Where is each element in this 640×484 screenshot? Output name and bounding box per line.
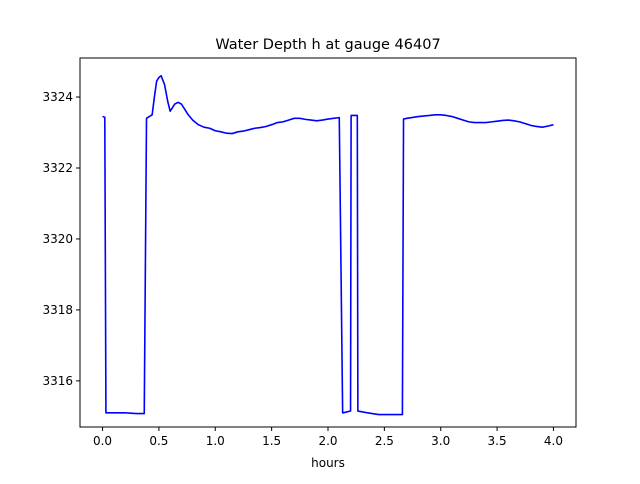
x-tick-label: 2.0 bbox=[318, 434, 337, 448]
x-tick-label: 3.0 bbox=[431, 434, 450, 448]
x-axis-label: hours bbox=[311, 456, 345, 470]
x-tick-label: 0.5 bbox=[149, 434, 168, 448]
x-tick-label: 2.5 bbox=[375, 434, 394, 448]
series-line-0 bbox=[102, 74, 554, 416]
chart-title: Water Depth h at gauge 46407 bbox=[215, 37, 440, 53]
x-tick-label: 4.0 bbox=[544, 434, 563, 448]
y-tick-label: 3320 bbox=[42, 232, 73, 246]
x-tick-label: 0.0 bbox=[93, 434, 112, 448]
y-tick-label: 3316 bbox=[42, 374, 73, 388]
x-tick-label: 3.5 bbox=[488, 434, 507, 448]
y-tick-label: 3324 bbox=[42, 90, 73, 104]
y-tick-label: 3322 bbox=[42, 161, 73, 175]
plot-area bbox=[102, 74, 554, 416]
y-axis: 3316 3318 3320 3322 3324 bbox=[42, 90, 80, 388]
y-tick-label: 3318 bbox=[42, 303, 73, 317]
x-axis: 0.0 0.5 1.0 1.5 2.0 2.5 3.0 3.5 4.0 bbox=[93, 427, 563, 448]
x-tick-label: 1.5 bbox=[262, 434, 281, 448]
x-tick-label: 1.0 bbox=[206, 434, 225, 448]
